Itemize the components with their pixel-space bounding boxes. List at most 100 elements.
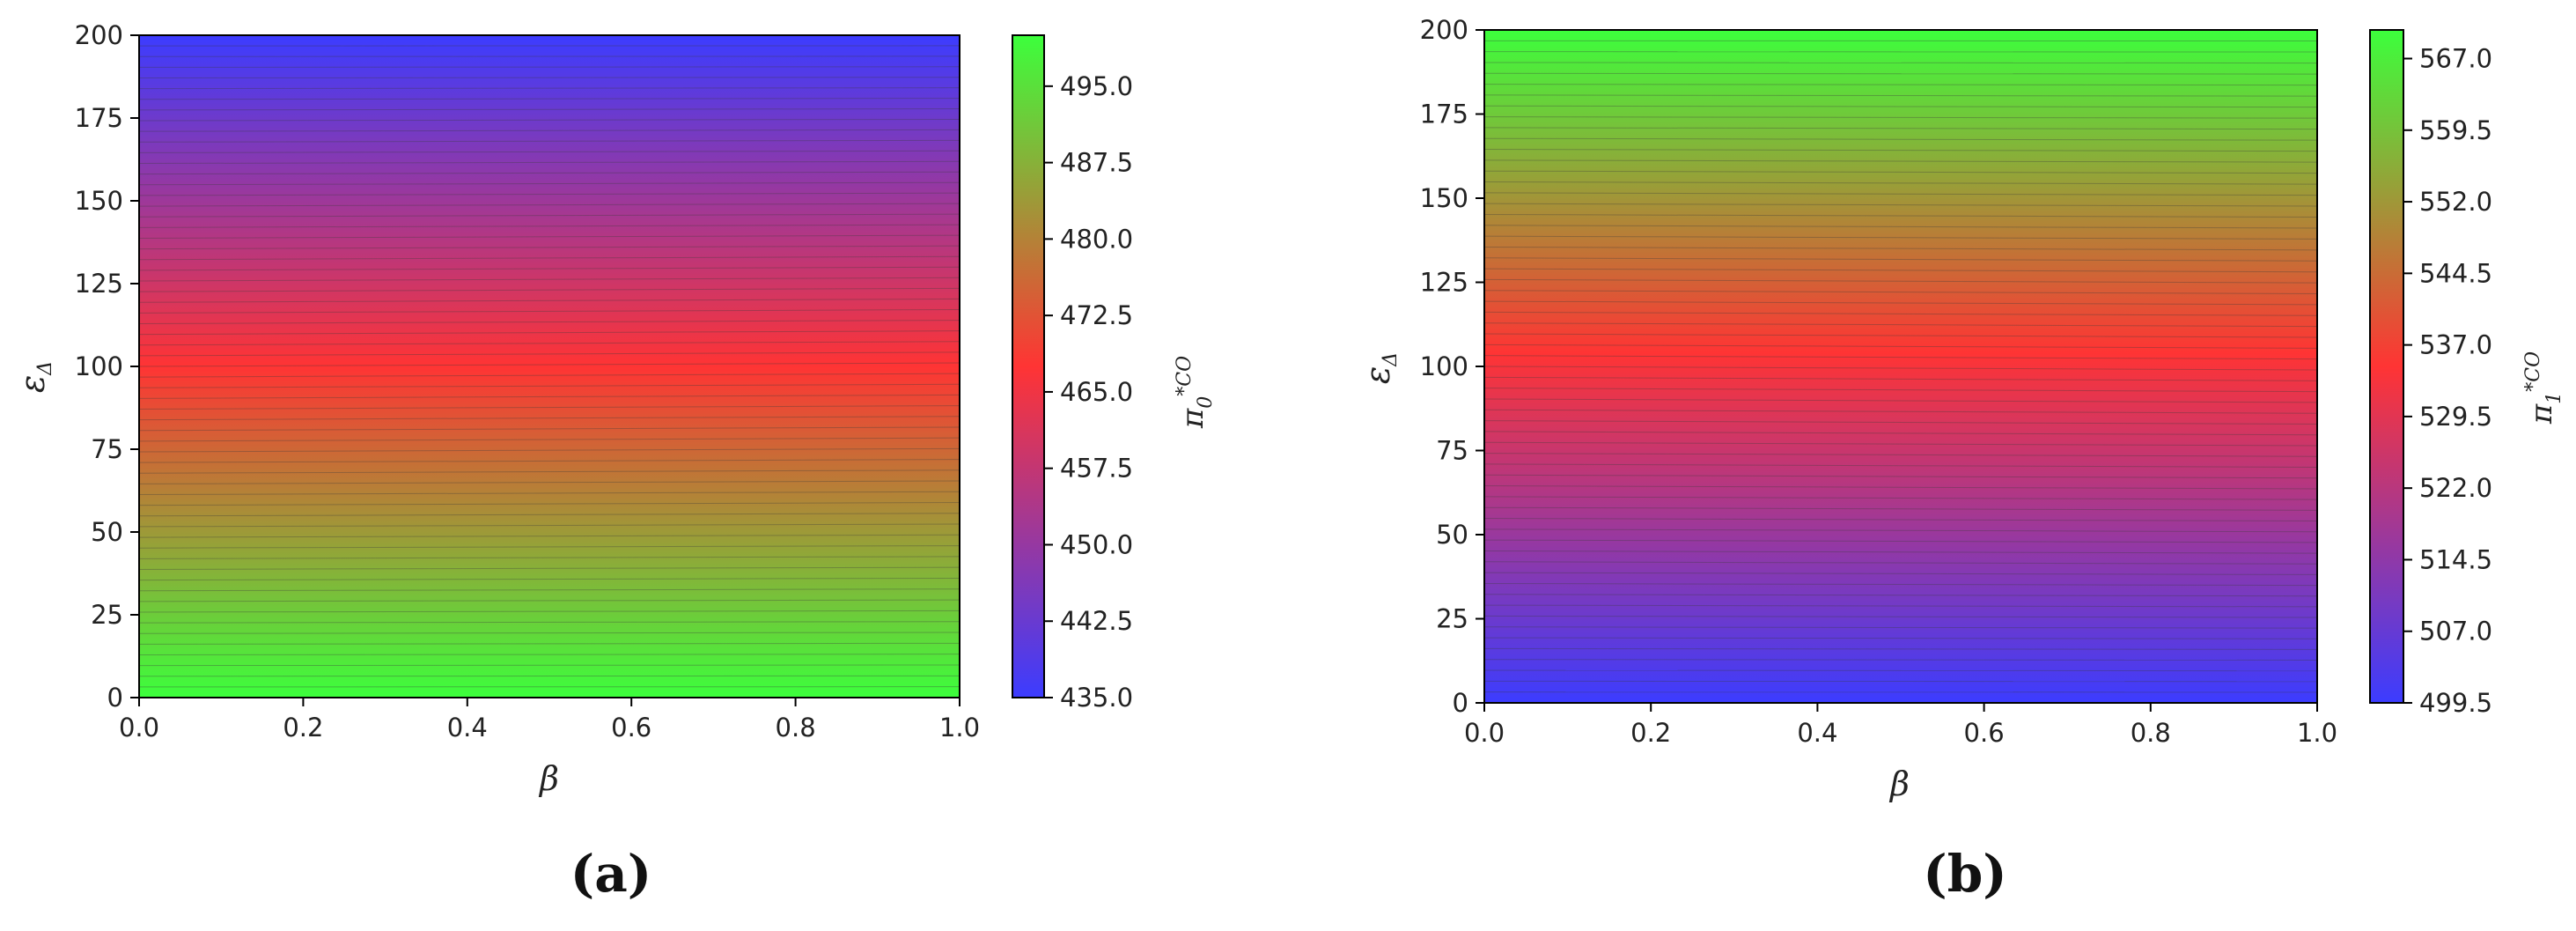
chart-b-contour-line <box>1483 181 2318 185</box>
chart-a-contour-line <box>138 534 960 538</box>
chart-b-contour-line <box>1483 225 2318 229</box>
chart-b-y-tick-label: 150 <box>1420 183 1468 213</box>
chart-a-contour-line <box>138 545 960 549</box>
chart-b-contour-line <box>1483 213 2318 218</box>
chart-a-colorbar-tick-label: 472.5 <box>1060 300 1133 330</box>
chart-a-contour-line <box>138 245 960 250</box>
chart-a-colorbar-tick-label: 435.0 <box>1060 683 1133 713</box>
chart-b-y-axis-label: εΔ <box>1358 352 1402 384</box>
chart-b-y-tick-label: 125 <box>1420 268 1468 298</box>
chart-a-contour-line <box>138 437 960 442</box>
chart-b-y-tick-label: 0 <box>1453 688 1468 718</box>
chart-a-y-tick-label: 200 <box>75 20 123 50</box>
chart-a-contour-line <box>138 139 960 143</box>
chart-b-y-tick-label: 25 <box>1436 604 1468 634</box>
chart-a-y-axis-label: εΔ <box>13 361 56 393</box>
chart-b-colorbar-tick-label: 544.5 <box>2419 258 2492 288</box>
chart-a-contour-lines <box>138 45 960 688</box>
chart-b-contour-line <box>1483 170 2318 174</box>
chart-b-y-ticks: 0 25 50 75 100 125 150 175 200 <box>1420 15 1484 718</box>
chart-b-contour-line <box>1483 246 2318 251</box>
chart-a-x-tick-label: 0.0 <box>119 713 159 743</box>
chart-a-contour-line <box>138 394 960 399</box>
chart-a-x-tick-label: 0.4 <box>447 713 488 743</box>
chart-a: 0.0 0.2 0.4 0.6 0.8 1.0 0 25 50 75 100 125 150 175 20… <box>13 20 1217 904</box>
chart-b-contour-line <box>1483 561 2318 565</box>
chart-b-contour-line <box>1483 582 2318 587</box>
chart-a-x-tick-label: 0.2 <box>283 713 323 743</box>
chart-b-contour-line <box>1483 496 2318 500</box>
chart-b-contour-line <box>1483 453 2318 457</box>
chart-b-contour-line <box>1483 420 2318 425</box>
chart-b-colorbar-tick-label: 499.5 <box>2419 688 2492 718</box>
chart-a-colorbar-tick-label: 480.0 <box>1060 224 1133 254</box>
chart-b-contour-line <box>1483 539 2318 543</box>
chart-b-contour-line <box>1483 647 2318 650</box>
chart-a-colorbar-label: π0*CO <box>1174 356 1217 429</box>
chart-a-colorbar-tick-label: 457.5 <box>1060 454 1133 484</box>
chart-a-contour-line <box>138 181 960 186</box>
chart-a-contour-line <box>138 330 960 336</box>
chart-a-contour-line <box>138 426 960 432</box>
chart-a-y-tick-label: 175 <box>75 103 123 133</box>
chart-b-contour-lines <box>1483 40 2318 693</box>
chart-a-x-tick-label: 0.8 <box>776 713 816 743</box>
chart-a-contour-line <box>138 459 960 463</box>
chart-b-contour-line <box>1483 203 2318 207</box>
chart-b-colorbar-tick-label: 529.5 <box>2419 402 2492 432</box>
chart-a-y-tick-label: 125 <box>75 269 123 299</box>
chart-a-contour-line <box>138 213 960 218</box>
chart-b-colorbar-tick-label: 567.0 <box>2419 44 2492 74</box>
chart-a-y-ticks: 0 25 50 75 100 125 150 175 200 <box>75 20 139 713</box>
chart-a-y-tick-label: 100 <box>75 351 123 381</box>
chart-a-contour-line <box>138 98 960 100</box>
chart-b-contour-line <box>1483 235 2318 240</box>
chart-b-contour-line <box>1483 137 2318 141</box>
chart-a-colorbar-tick-label: 465.0 <box>1060 377 1133 407</box>
chart-b-contour-line <box>1483 659 2318 661</box>
chart-b-plot-area <box>1484 30 2317 703</box>
chart-a-contour-line <box>138 373 960 378</box>
chart-a-colorbar-tick-label: 495.0 <box>1060 71 1133 101</box>
chart-b-contour-line <box>1483 463 2318 468</box>
chart-a-contour-line <box>138 405 960 410</box>
chart-a-contour-line <box>138 383 960 388</box>
chart-a-colorbar-tick-label: 487.5 <box>1060 148 1133 178</box>
chart-b-contour-line <box>1483 72 2318 75</box>
chart-b-y-tick-label: 175 <box>1420 100 1468 129</box>
chart-a-contour-line <box>138 150 960 153</box>
chart-b-contour-line <box>1483 105 2318 108</box>
chart-a-colorbar-tick-label: 442.5 <box>1060 606 1133 636</box>
chart-b-contour-line <box>1483 669 2318 672</box>
chart-a-contour-line <box>138 502 960 506</box>
chart-a-y-tick-label: 25 <box>91 600 123 630</box>
chart-a-panel-label: (a) <box>570 844 651 904</box>
chart-a-contour-line <box>138 654 960 655</box>
chart-a-contour-line <box>138 480 960 484</box>
chart-b-contour-line <box>1483 127 2318 130</box>
chart-a-x-axis-label: β <box>538 759 559 798</box>
chart-b-contour-line <box>1483 159 2318 163</box>
chart-b-colorbar-ticks: 499.5 507.0 514.5 522.0 529.5 537.0 544.5 552.0… <box>2403 44 2492 718</box>
chart-b-contour-line <box>1483 322 2318 328</box>
chart-a-plot-area <box>139 35 960 698</box>
chart-b-contour-line <box>1483 300 2318 306</box>
chart-b-x-tick-label: 0.2 <box>1630 718 1671 748</box>
chart-a-x-tick-label: 1.0 <box>939 713 980 743</box>
chart-a-contour-line <box>138 599 960 602</box>
chart-a-contour-line <box>138 66 960 68</box>
chart-a-contour-line <box>138 362 960 367</box>
chart-a-contour-line <box>138 87 960 90</box>
chart-a-contour-line <box>138 621 960 624</box>
chart-a-contour-line <box>138 588 960 592</box>
chart-a-contour-line <box>138 469 960 474</box>
chart-b-contour-line <box>1483 474 2318 479</box>
chart-a-contour-line <box>138 108 960 111</box>
chart-a-contour-line <box>138 341 960 346</box>
chart-b-contour-line <box>1483 257 2318 262</box>
chart-b-x-tick-label: 0.8 <box>2131 718 2171 748</box>
chart-a-contour-line <box>138 234 960 239</box>
chart-b-contour-line <box>1483 268 2318 273</box>
chart-a-contour-line <box>138 632 960 634</box>
chart-a-contour-line <box>138 642 960 645</box>
